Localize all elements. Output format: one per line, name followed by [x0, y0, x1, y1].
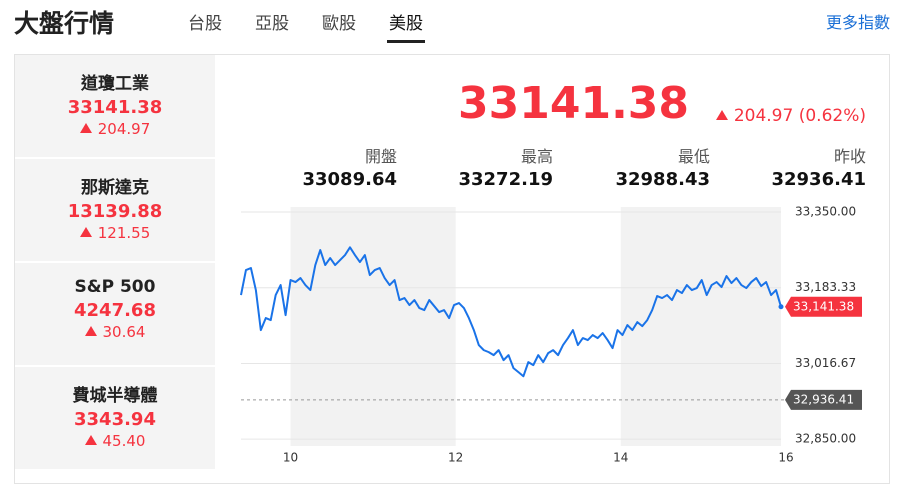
page-title: 大盤行情 [14, 9, 115, 38]
quote-price: 33141.38 [458, 78, 690, 129]
stat: 最低 32988.43 [560, 143, 710, 190]
index-name: 費城半導體 [72, 386, 158, 406]
index-item[interactable]: 費城半導體 3343.94 45.40 [15, 367, 215, 471]
change-value: 121.55 [97, 224, 151, 242]
more-indices-link[interactable]: 更多指數 [825, 13, 890, 32]
change-value: 30.64 [102, 323, 146, 341]
index-item[interactable]: 那斯達克 13139.88 121.55 [15, 159, 215, 263]
stat: 開盤 33089.64 [247, 143, 397, 190]
change-value: 45.40 [102, 432, 146, 450]
index-item[interactable]: S&P 500 4247.68 30.64 [15, 263, 215, 367]
change-percent: (0.62%) [798, 106, 866, 126]
y-tick-label: 32,850.00 [795, 432, 856, 446]
last-point [778, 304, 784, 310]
stat: 最高 33272.19 [403, 143, 553, 190]
change: 204.97 [733, 106, 794, 126]
stat-value: 32936.41 [771, 169, 866, 190]
index-change: 30.64 [15, 323, 215, 341]
x-tick-label: 14 [613, 451, 628, 465]
up-arrow [79, 123, 92, 133]
y-tick-label: 33,350.00 [795, 204, 856, 218]
index-change: 204.97 [15, 120, 215, 138]
reference-label: 32,936.41 [793, 392, 854, 406]
up-arrow [84, 326, 97, 336]
change-value: 204.97 [97, 120, 151, 138]
stat-value: 33089.64 [302, 169, 397, 190]
x-tick-label: 16 [778, 451, 793, 465]
last-price-label: 33,141.38 [793, 299, 854, 313]
stat-value: 33272.19 [458, 169, 553, 190]
stat-label: 開盤 [364, 147, 397, 166]
stat-label: 最高 [520, 147, 553, 166]
stat: 昨收 32936.41 [716, 143, 866, 190]
reference-tag [785, 389, 862, 410]
x-tick-label: 10 [283, 451, 298, 465]
y-tick-label: 33,016.67 [795, 356, 856, 370]
quote-change: 204.97 (0.62%) [715, 106, 866, 126]
index-price: 13139.88 [67, 201, 163, 222]
up-arrow [84, 435, 97, 445]
session-band [620, 207, 781, 446]
index-item[interactable]: 道瓊工業 33141.38 204.97 [15, 55, 215, 159]
y-tick-label: 33,183.33 [795, 280, 856, 294]
index-name: 道瓊工業 [81, 74, 149, 94]
price-line [240, 246, 782, 378]
index-change: 45.40 [15, 432, 215, 450]
up-arrow [79, 227, 92, 237]
index-name: 那斯達克 [81, 178, 149, 198]
tab[interactable]: 歐股 [322, 14, 356, 34]
stat-value: 32988.43 [615, 169, 710, 190]
last-price-tag [785, 296, 862, 317]
session-band [290, 207, 456, 446]
x-tick-label: 12 [448, 451, 463, 465]
index-price: 33141.38 [67, 97, 163, 118]
stat-label: 昨收 [833, 147, 866, 166]
index-list: 道瓊工業 33141.38 204.97 那斯達克 13139.88 121.55 S&P … [15, 55, 215, 471]
tab[interactable]: 台股 [188, 14, 222, 34]
stat-label: 最低 [677, 147, 710, 166]
index-price: 4247.68 [74, 300, 156, 321]
index-name: S&P 500 [74, 277, 156, 297]
tab[interactable]: 亞股 [255, 14, 289, 34]
up-arrow [715, 110, 728, 120]
tab[interactable]: 美股 [387, 9, 425, 43]
index-change: 121.55 [15, 224, 215, 242]
index-price: 3343.94 [74, 409, 156, 430]
